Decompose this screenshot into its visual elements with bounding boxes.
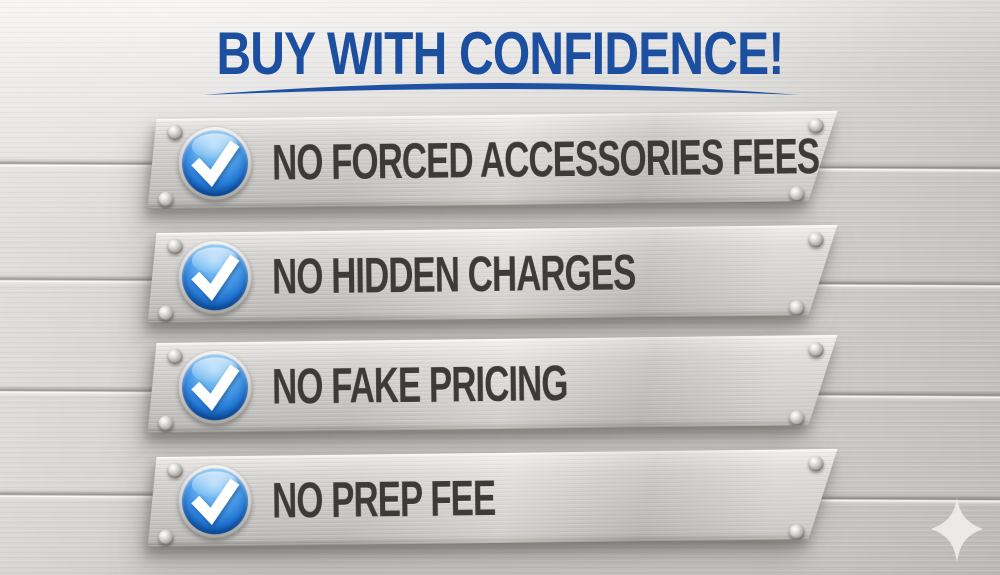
banner-label: NO HIDDEN CHARGES — [271, 244, 636, 305]
banner-label-box: NO HIDDEN CHARGES — [271, 225, 791, 321]
check-icon — [178, 464, 253, 539]
screw-icon — [809, 456, 824, 471]
check-icon — [178, 126, 253, 201]
screw-icon — [168, 463, 183, 478]
banner-label: NO FORCED ACCESSORIES FEES — [271, 128, 820, 191]
screw-icon — [789, 410, 804, 425]
banner-label: NO FAKE PRICING — [271, 355, 568, 415]
screw-icon — [158, 530, 173, 545]
screw-icon — [168, 349, 183, 364]
banner-plate: NO FORCED ACCESSORIES FEES — [146, 111, 838, 209]
check-glyph — [186, 134, 245, 193]
screw-icon — [158, 192, 173, 207]
banner-label-box: NO FAKE PRICING — [271, 337, 694, 432]
metal-plate: NO PREP FEE — [146, 449, 838, 547]
check-glyph — [186, 248, 245, 307]
title-block: BUY WITH CONFIDENCE! — [0, 22, 1000, 85]
screw-icon — [789, 300, 804, 315]
page-title: BUY WITH CONFIDENCE! — [216, 20, 784, 87]
banner-plate: NO PREP FEE — [146, 449, 838, 547]
check-glyph — [186, 472, 245, 531]
check-icon — [178, 350, 253, 425]
banner-plate: NO HIDDEN CHARGES — [146, 225, 838, 323]
screw-icon — [168, 125, 183, 140]
metal-plate: NO HIDDEN CHARGES — [146, 225, 838, 323]
screw-icon — [168, 239, 183, 254]
screw-icon — [789, 524, 804, 539]
check-icon — [178, 240, 253, 315]
sparkle-icon — [931, 498, 983, 562]
screw-icon — [809, 342, 824, 357]
check-glyph — [186, 358, 245, 417]
banner-label: NO PREP FEE — [271, 469, 496, 529]
screw-icon — [158, 306, 173, 321]
banner-label-box: NO PREP FEE — [271, 452, 591, 546]
screw-icon — [158, 416, 173, 431]
banner-plate: NO FAKE PRICING — [146, 335, 838, 433]
screw-icon — [809, 232, 824, 247]
metal-plate: NO FAKE PRICING — [146, 335, 838, 433]
metal-plate: NO FORCED ACCESSORIES FEES — [146, 111, 838, 209]
banner-label-box: NO FORCED ACCESSORIES FEES — [271, 108, 1000, 207]
